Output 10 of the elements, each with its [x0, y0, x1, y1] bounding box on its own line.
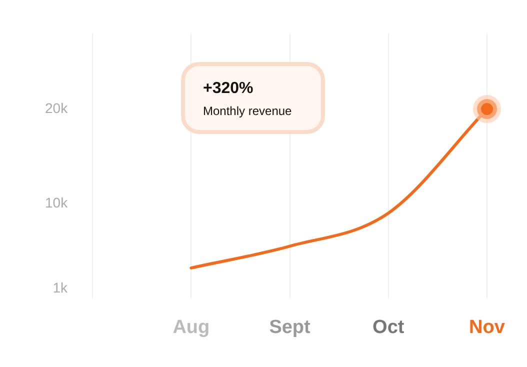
x-tick-label: Oct — [372, 316, 405, 338]
x-tick-label: Sept — [269, 316, 312, 338]
annotation: +320% — [203, 80, 254, 98]
annotation: Monthly revenue — [203, 104, 293, 118]
x-tick-label: Nov — [469, 316, 506, 338]
y-tick-label: 20k — [44, 100, 69, 116]
callout-card: +320% Monthly revenue — [185, 66, 321, 130]
x-tick-label: Aug — [172, 316, 210, 338]
y-tick-label: 10k — [44, 194, 69, 210]
y-tick-label: 1k — [52, 280, 69, 296]
